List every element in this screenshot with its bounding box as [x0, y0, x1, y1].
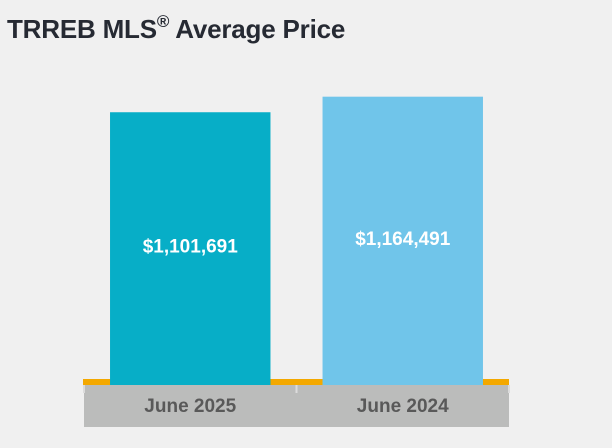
title-text: TRREB MLS — [7, 14, 157, 44]
x-tick-label: June 2024 — [357, 396, 449, 417]
x-axis-tick — [83, 385, 85, 393]
x-axis-tick — [508, 385, 510, 393]
x-axis-line — [83, 379, 509, 385]
x-tick-label: June 2025 — [144, 396, 236, 417]
title-suffix: Average Price — [169, 14, 346, 44]
registered-mark: ® — [156, 12, 170, 31]
data-label: $1,101,691 — [143, 237, 239, 258]
x-axis-tick — [295, 385, 298, 393]
data-label: $1,164,491 — [355, 229, 451, 250]
bar-june-2025 — [110, 112, 271, 386]
chart-title: TRREB MLS® Average Price — [7, 12, 346, 45]
bar-june-2024 — [322, 96, 483, 385]
